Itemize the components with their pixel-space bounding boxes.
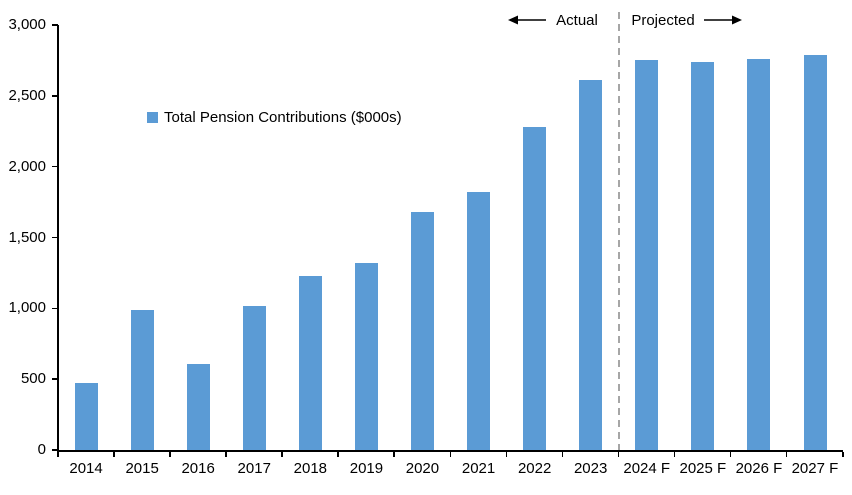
y-axis-tick <box>52 95 58 97</box>
x-tick-label: 2016 <box>181 460 215 477</box>
y-axis-tick <box>52 236 58 239</box>
x-tick-label: 2026 F <box>735 460 783 477</box>
x-tick-label: 2019 <box>349 460 384 477</box>
y-axis-tick <box>52 24 58 26</box>
x-axis-tick <box>785 452 788 457</box>
x-tick-label: 2022 <box>517 460 552 477</box>
bar-2022 <box>523 127 547 450</box>
x-axis-tick <box>673 452 676 457</box>
x-tick-label: 2015 <box>125 460 159 477</box>
actual-label: Actual <box>556 12 598 29</box>
legend-label: Total Pension Contributions ($000s) <box>164 109 402 126</box>
bar-2027-F <box>803 54 827 451</box>
y-axis-tick <box>52 449 58 451</box>
bar-2025-F <box>691 61 715 450</box>
bar-2023 <box>579 80 603 451</box>
x-axis-tick <box>113 452 115 457</box>
legend-marker-icon <box>147 112 158 123</box>
y-axis-tick <box>52 378 58 380</box>
right-arrow-icon <box>704 15 742 25</box>
x-tick-label: 2017 <box>237 460 271 477</box>
bar-2021 <box>467 192 490 450</box>
x-axis-tick <box>57 452 59 457</box>
x-tick-label: 2021 <box>461 460 496 477</box>
y-tick-label: 1,000 <box>8 299 46 317</box>
y-tick-label: 3,000 <box>8 16 46 33</box>
y-tick-label: 500 <box>20 370 46 388</box>
bar-2014 <box>74 383 98 450</box>
x-axis-tick <box>617 452 620 457</box>
legend: Total Pension Contributions ($000s) <box>147 109 402 126</box>
x-axis-tick <box>393 452 395 457</box>
x-axis-line <box>57 450 843 452</box>
x-tick-label: 2024 F <box>623 460 671 477</box>
x-tick-label: 2014 <box>69 460 103 477</box>
x-axis-tick <box>561 452 564 457</box>
bar-2015 <box>130 309 154 451</box>
x-axis-tick <box>729 452 732 457</box>
y-tick-label: 0 <box>37 441 46 458</box>
y-tick-label: 1,500 <box>8 228 46 246</box>
bar-2026-F <box>747 59 771 450</box>
bar-2024-F <box>635 60 659 450</box>
y-tick-label: 2,000 <box>8 157 46 175</box>
y-axis-tick <box>52 307 58 310</box>
x-axis-tick <box>505 452 508 457</box>
bar-2018 <box>298 275 322 451</box>
bar-2019 <box>354 263 378 450</box>
x-axis-tick <box>449 452 451 457</box>
bar-2020 <box>411 212 434 450</box>
x-tick-label: 2020 <box>405 460 440 477</box>
x-axis-tick <box>337 452 339 457</box>
x-axis-tick <box>281 452 283 457</box>
x-tick-label: 2018 <box>293 460 328 477</box>
actual-projected-divider <box>617 12 620 450</box>
x-axis-tick <box>225 452 227 457</box>
left-arrow-icon <box>508 15 546 25</box>
x-tick-label: 2023 <box>573 460 608 477</box>
bar-2017 <box>242 305 266 450</box>
y-tick-label: 2,500 <box>8 86 46 104</box>
x-axis-tick <box>842 452 844 457</box>
y-axis-line <box>57 25 59 452</box>
x-tick-label: 2027 F <box>791 460 839 477</box>
y-axis-tick <box>52 165 58 168</box>
x-tick-label: 2025 F <box>679 460 727 477</box>
projected-label: Projected <box>631 12 695 29</box>
x-axis-tick <box>169 452 171 457</box>
bar-2016 <box>186 363 210 450</box>
